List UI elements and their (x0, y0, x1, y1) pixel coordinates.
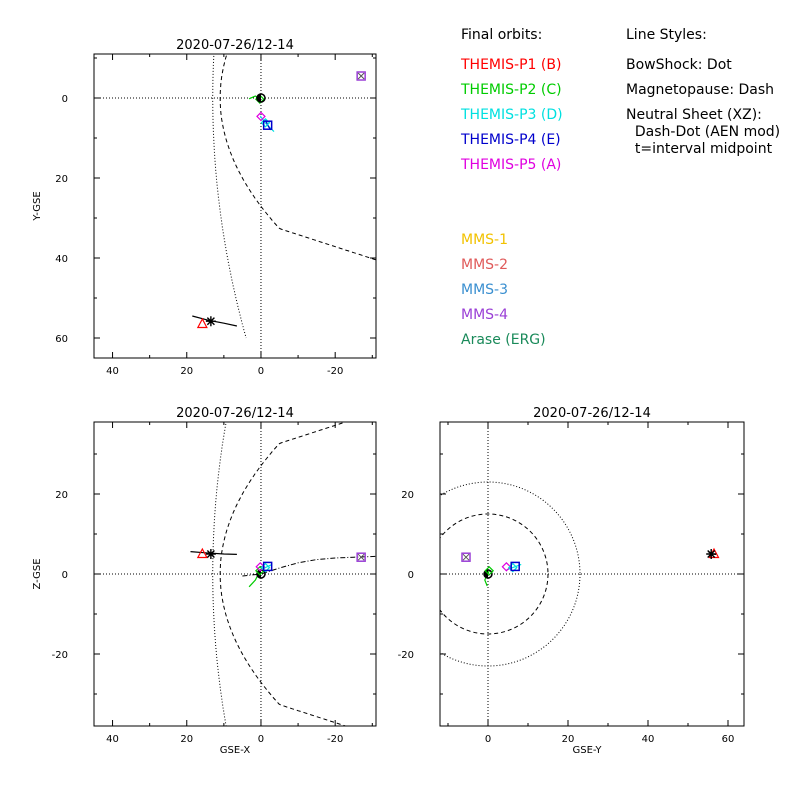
plot-title: 2020-07-26/12-14 (176, 38, 294, 53)
x-tick-label: 40 (106, 734, 119, 745)
marker-themis-p4 (510, 561, 520, 572)
legend-themis-p1: THEMIS-P1 (B) (461, 57, 562, 73)
panel-xy-plot: 2020-07-26/12-14 Y-GSE 40 20 0 -20 0 20 40 60 (32, 38, 377, 377)
axis-ticks: 40 20 0 -20 0 20 40 60 (55, 54, 376, 377)
y-tick-label: -20 (52, 650, 68, 661)
bow-shock-curve (212, 54, 247, 339)
marker-mms-1 (357, 72, 365, 80)
y-tick-label: 0 (62, 94, 68, 105)
marker-themis-p3 (507, 562, 518, 573)
plot-frame (93, 53, 377, 359)
marker-mms-4 (356, 552, 366, 562)
legend-mms-1: MMS-1 (461, 232, 509, 248)
plot-title: 2020-07-26/12-14 (176, 406, 294, 421)
style-interval: t=interval midpoint (626, 141, 773, 157)
y-tick-label: 20 (401, 490, 414, 501)
plot-title: 2020-07-26/12-14 (533, 406, 651, 421)
marker-themis-p5 (501, 561, 512, 572)
x-tick-label: 40 (106, 366, 119, 377)
bow-shock-circle (440, 481, 581, 667)
x-tick-label: 0 (485, 734, 491, 745)
bow-shock-curve (212, 422, 227, 726)
legend-mms-4: MMS-4 (461, 307, 509, 323)
orbit-track (192, 315, 238, 327)
marker-themis-p4 (262, 120, 273, 130)
orbits-legend-title: Final orbits: (461, 27, 543, 43)
style-dash-dot: Dash-Dot (AEN mod) (626, 124, 781, 140)
y-tick-label: 60 (55, 334, 68, 345)
marker-mms-1 (357, 553, 365, 561)
y-tick-label: 20 (55, 174, 68, 185)
magnetopause-curve (219, 422, 348, 726)
marker-themis-p5 (256, 111, 266, 122)
axis-ticks: 0 20 40 60 20 0 -20 (398, 422, 744, 745)
plot-content (94, 422, 376, 726)
x-tick-label: 0 (258, 734, 264, 745)
x-tick-label: 20 (180, 734, 193, 745)
magnetopause-curve (219, 54, 376, 261)
style-bowshock: BowShock: Dot (626, 57, 732, 73)
style-magnetopause: Magnetopause: Dash (626, 82, 775, 98)
marker-themis-p2 (484, 565, 495, 576)
x-tick-label: 40 (642, 734, 655, 745)
marker-themis-p1 (196, 547, 208, 559)
y-tick-label: 20 (55, 490, 68, 501)
y-tick-label: 0 (62, 570, 68, 581)
marker-themis-p3 (260, 562, 271, 573)
x-tick-label: 60 (722, 734, 735, 745)
legend-mms-3: MMS-3 (461, 282, 509, 298)
neutral-sheet-curve (242, 555, 376, 577)
marker-themis-p1 (196, 317, 208, 329)
legend-themis-p2: THEMIS-P2 (C) (461, 82, 562, 98)
legend-themis-p4: THEMIS-P4 (E) (461, 132, 561, 148)
y-tick-label: 40 (55, 254, 68, 265)
marker-arase (205, 549, 216, 559)
x-tick-label: -20 (327, 734, 343, 745)
marker-arase (205, 316, 216, 327)
marker-mms-4 (461, 552, 471, 562)
marker-arase (706, 549, 717, 559)
style-neutral-sheet: Neutral Sheet (XZ): (626, 107, 762, 123)
panel-xz-plot: 2020-07-26/12-14 GSE-X Z-GSE 40 20 0 -20 20 0… (32, 406, 377, 756)
axis-ticks: 40 20 0 -20 20 0 -20 (52, 422, 376, 745)
y-tick-label: -20 (398, 650, 414, 661)
x-tick-label: 0 (258, 366, 264, 377)
plot-content (94, 54, 376, 358)
line-styles-title: Line Styles: (626, 27, 707, 43)
marker-earth-fill (256, 94, 261, 102)
legend-themis-p3: THEMIS-P3 (D) (461, 107, 563, 123)
marker-themis-p4 (262, 561, 273, 572)
plot-content (440, 422, 744, 726)
y-tick-label: 0 (408, 570, 414, 581)
marker-mms-4 (356, 71, 366, 81)
x-tick-label: -20 (327, 366, 343, 377)
y-axis-label: Y-GSE (32, 191, 43, 221)
x-axis-label: GSE-X (220, 745, 251, 756)
legend-arase: Arase (ERG) (461, 332, 546, 348)
y-axis-label: Z-GSE (32, 558, 43, 589)
x-axis-label: GSE-Y (573, 745, 603, 756)
panel-yz-plot: 2020-07-26/12-14 GSE-Y 0 20 40 60 20 0 -20 (398, 406, 745, 756)
x-tick-label: 20 (562, 734, 575, 745)
legend-themis-p5: THEMIS-P5 (A) (461, 157, 562, 173)
legend-mms-2: MMS-2 (461, 257, 509, 273)
x-tick-label: 20 (180, 366, 193, 377)
marker-mms-1 (462, 553, 470, 561)
magnetopause-circle (440, 513, 549, 635)
